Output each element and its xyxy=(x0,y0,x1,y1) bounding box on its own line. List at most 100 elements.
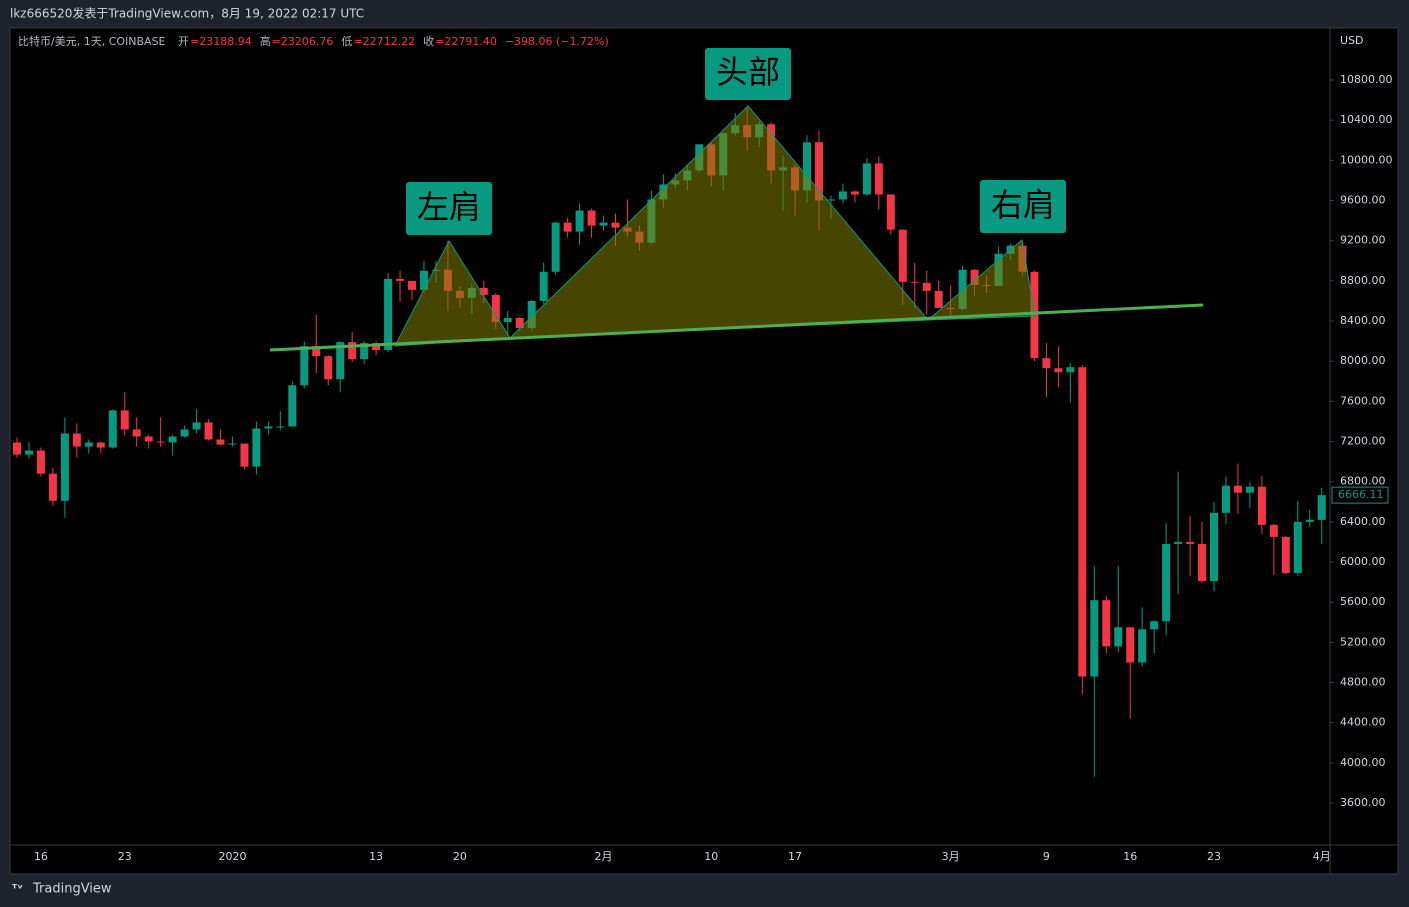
y-tick-label: 4800.00 xyxy=(1340,676,1386,689)
y-tick-label: 4000.00 xyxy=(1340,756,1386,769)
candle-body xyxy=(13,442,21,455)
candle-body xyxy=(1174,541,1183,544)
candle-body xyxy=(575,210,584,232)
candle-body xyxy=(144,436,153,442)
candle-body xyxy=(826,199,835,201)
y-tick-label: 8400.00 xyxy=(1340,314,1386,327)
y-tick-label: 6400.00 xyxy=(1340,515,1386,528)
y-tick-label: 8000.00 xyxy=(1340,354,1386,367)
candle-body xyxy=(563,222,572,232)
legend-label: 收 xyxy=(423,34,434,48)
candle-body xyxy=(1090,600,1099,677)
last-price-label: 6666.11 xyxy=(1338,488,1384,501)
candle-body xyxy=(396,278,405,281)
candle-body xyxy=(132,429,141,437)
annotation-box xyxy=(980,180,1066,233)
y-tick-label: 10400.00 xyxy=(1340,113,1393,126)
y-tick-label: 4400.00 xyxy=(1340,716,1386,729)
candle-body xyxy=(1126,627,1135,663)
candle-body xyxy=(838,191,847,200)
footer: TradingView xyxy=(32,882,112,897)
candle-body xyxy=(539,271,548,301)
y-tick-label: 5200.00 xyxy=(1340,635,1386,648)
candle-body xyxy=(72,433,81,447)
legend-change: −398.06 (−1.72%) xyxy=(505,35,609,48)
candle-body xyxy=(48,473,57,501)
legend-label: 开 xyxy=(178,35,189,48)
candle-body xyxy=(1138,629,1147,663)
y-tick-label: 7600.00 xyxy=(1340,394,1386,407)
candle-body xyxy=(922,282,931,291)
candle-body xyxy=(96,442,105,448)
candle-body xyxy=(384,278,393,351)
candle-body xyxy=(276,426,285,428)
legend-value: =23206.76 xyxy=(272,35,334,48)
legend-value: =22712.22 xyxy=(353,35,415,48)
candle-body xyxy=(1257,486,1266,525)
right-shoulder-area xyxy=(926,239,1036,321)
candle-body xyxy=(168,436,177,443)
candle-body xyxy=(1042,358,1051,369)
y-tick-label: 9600.00 xyxy=(1340,194,1386,207)
candle-body xyxy=(970,269,979,285)
x-tick-label: 23 xyxy=(1207,850,1221,863)
candle-body xyxy=(336,342,345,380)
candle-body xyxy=(1150,621,1159,630)
x-tick-label: 2020 xyxy=(218,850,246,863)
candle-body xyxy=(479,287,488,295)
candle-body xyxy=(372,343,381,351)
candle-body xyxy=(587,210,596,226)
candle-body xyxy=(1114,627,1123,647)
candle-body xyxy=(958,269,967,309)
candle-body xyxy=(503,318,512,323)
legend-label: 低 xyxy=(341,35,352,48)
y-tick-label: 6800.00 xyxy=(1340,475,1386,488)
candle-body xyxy=(324,356,333,380)
attribution: lkz666520发表于TradingView.com，8月 19, 2022 … xyxy=(10,6,364,21)
candle-body xyxy=(1245,486,1254,493)
logo-mark: ᵀᵛ xyxy=(12,882,23,896)
candle-body xyxy=(1102,600,1111,647)
candle-body xyxy=(228,443,237,445)
candle-body xyxy=(886,194,895,230)
candle-body xyxy=(1186,541,1195,544)
candle-body xyxy=(252,428,261,467)
candle-body xyxy=(934,290,943,308)
candle-body xyxy=(300,346,309,386)
candle-body xyxy=(1221,485,1230,513)
last-price-box xyxy=(1331,486,1389,504)
candle-body xyxy=(1054,368,1063,373)
candle-body xyxy=(1305,519,1314,522)
candle-body xyxy=(240,443,249,467)
x-tick-label: 13 xyxy=(369,850,383,863)
y-tick-label: 3600.00 xyxy=(1340,796,1386,809)
candle-body xyxy=(1293,521,1302,574)
candle-body xyxy=(862,163,871,195)
legend-label: 高 xyxy=(260,34,271,48)
x-tick-label: 23 xyxy=(118,850,132,863)
neckline xyxy=(269,303,1204,352)
x-tick-label: 3月 xyxy=(942,850,960,863)
candle-body xyxy=(264,426,273,429)
currency: USD xyxy=(1340,34,1364,47)
candle-body xyxy=(1269,524,1278,537)
candle-body xyxy=(1210,512,1218,582)
annotation: 右肩 xyxy=(991,186,1055,224)
candle-body xyxy=(348,342,357,360)
candle-body xyxy=(527,300,536,329)
candle-body xyxy=(408,280,417,290)
annotation: 头部 xyxy=(716,53,780,91)
candle-body xyxy=(360,343,369,360)
candle-body xyxy=(60,433,69,501)
y-tick-label: 7200.00 xyxy=(1340,435,1386,448)
x-tick-label: 17 xyxy=(788,850,802,863)
candle-body xyxy=(1317,495,1326,520)
candle-body xyxy=(204,422,213,440)
y-tick-label: 6000.00 xyxy=(1340,555,1386,568)
candle-body xyxy=(898,229,907,282)
pattern: 左肩 头部 右肩 xyxy=(269,48,1204,352)
x-tick-label: 16 xyxy=(1123,850,1137,863)
candle-body xyxy=(108,410,117,448)
y-tick-label: 8800.00 xyxy=(1340,274,1386,287)
